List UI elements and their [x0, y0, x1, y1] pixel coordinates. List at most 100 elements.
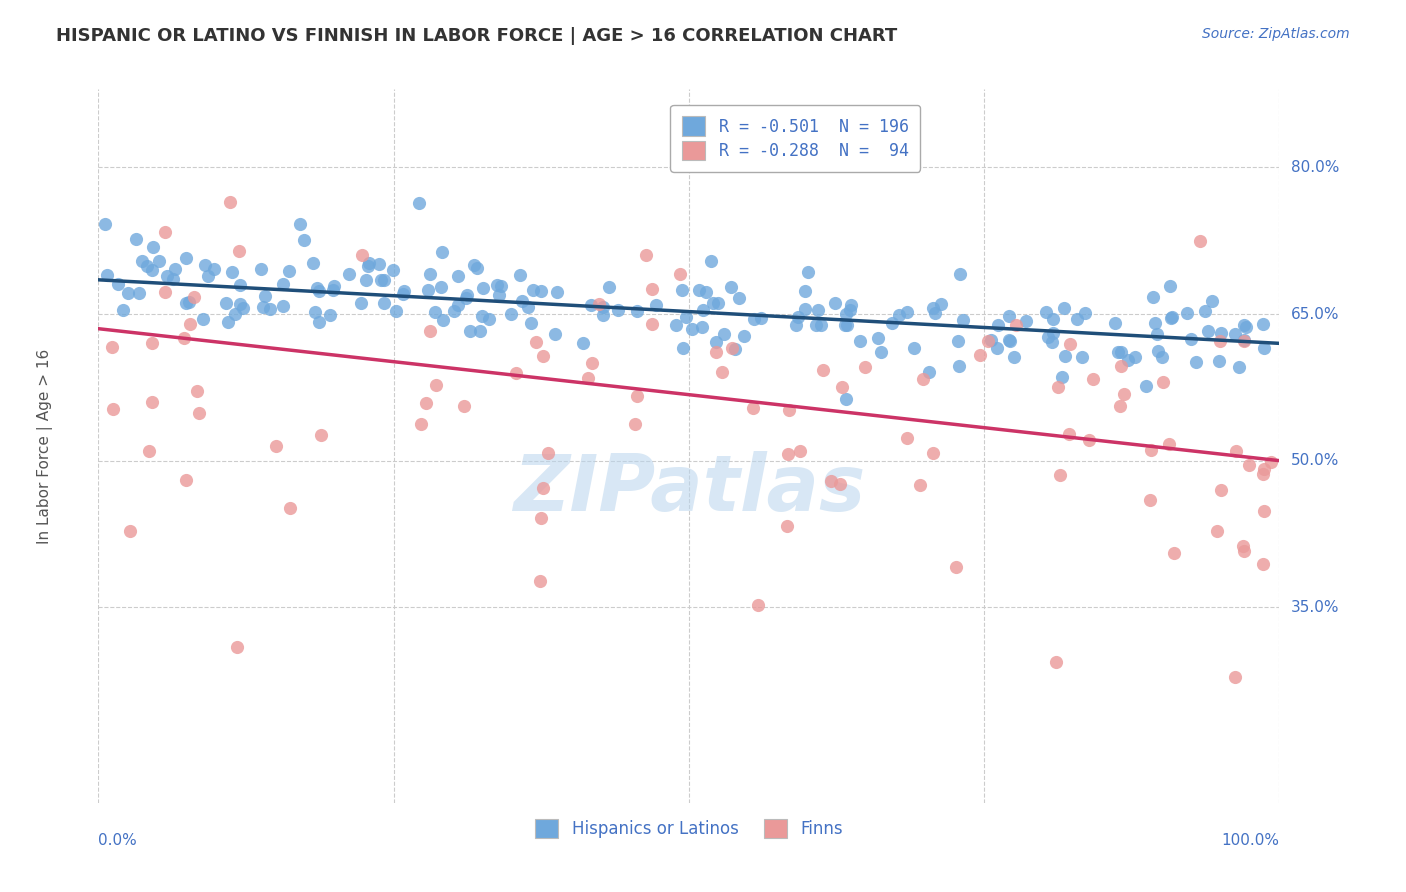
Point — [921, 446, 943, 460]
Point — [537, 446, 560, 460]
Point — [749, 311, 772, 326]
Point — [478, 311, 501, 326]
Point — [1185, 354, 1208, 368]
Point — [447, 268, 470, 283]
Point — [224, 306, 246, 320]
Point — [776, 519, 799, 533]
Point — [174, 473, 197, 487]
Point — [468, 324, 491, 338]
Point — [419, 324, 441, 338]
Point — [531, 481, 554, 495]
Text: 35.0%: 35.0% — [1291, 599, 1339, 615]
Point — [896, 304, 918, 318]
Point — [1206, 524, 1229, 538]
Point — [598, 280, 620, 294]
Point — [135, 259, 157, 273]
Point — [1015, 314, 1038, 328]
Point — [531, 349, 554, 363]
Point — [232, 301, 254, 316]
Point — [443, 304, 465, 318]
Point — [692, 303, 714, 318]
Point — [259, 302, 281, 317]
Point — [704, 345, 727, 359]
Point — [156, 269, 179, 284]
Point — [217, 315, 239, 329]
Point — [509, 268, 531, 282]
Point — [107, 277, 129, 291]
Point — [1139, 493, 1161, 508]
Point — [174, 251, 197, 265]
Text: 80.0%: 80.0% — [1291, 160, 1339, 175]
Point — [1251, 467, 1274, 481]
Point — [695, 285, 717, 300]
Point — [1146, 326, 1168, 341]
Point — [1050, 370, 1073, 384]
Point — [323, 278, 346, 293]
Point — [1052, 301, 1074, 315]
Point — [118, 524, 141, 538]
Point — [1188, 234, 1211, 248]
Point — [226, 640, 249, 654]
Point — [1159, 278, 1181, 293]
Point — [1123, 351, 1146, 365]
Point — [1142, 290, 1164, 304]
Point — [432, 244, 454, 259]
Point — [1059, 336, 1081, 351]
Point — [952, 313, 974, 327]
Point — [834, 318, 856, 332]
Point — [419, 268, 441, 282]
Point — [986, 341, 1008, 355]
Point — [516, 300, 538, 314]
Point — [465, 261, 488, 276]
Point — [530, 284, 553, 298]
Point — [453, 399, 475, 413]
Point — [271, 299, 294, 313]
Point — [1160, 310, 1182, 325]
Point — [724, 342, 747, 356]
Point — [1150, 350, 1173, 364]
Point — [841, 298, 863, 312]
Point — [1042, 326, 1064, 340]
Point — [458, 324, 481, 338]
Point — [626, 303, 648, 318]
Point — [831, 379, 853, 393]
Point — [918, 365, 941, 379]
Point — [304, 304, 326, 318]
Point — [183, 290, 205, 304]
Point — [425, 377, 447, 392]
Point — [252, 300, 274, 314]
Point — [354, 273, 377, 287]
Point — [305, 281, 328, 295]
Point — [423, 305, 446, 319]
Point — [688, 283, 710, 297]
Point — [1209, 483, 1232, 498]
Point — [924, 306, 946, 320]
Point — [607, 302, 630, 317]
Point — [804, 318, 827, 332]
Point — [111, 303, 134, 318]
Point — [141, 336, 163, 351]
Point — [1194, 304, 1216, 318]
Point — [675, 310, 697, 324]
Point — [411, 417, 433, 431]
Point — [381, 263, 404, 277]
Point — [1116, 353, 1139, 368]
Point — [302, 256, 325, 270]
Point — [471, 310, 494, 324]
Point — [1180, 332, 1202, 346]
Point — [794, 302, 817, 317]
Point — [977, 334, 1000, 348]
Point — [945, 560, 967, 574]
Point — [510, 293, 533, 308]
Text: ZIPatlas: ZIPatlas — [513, 450, 865, 527]
Point — [141, 395, 163, 409]
Point — [352, 248, 374, 262]
Point — [1233, 318, 1256, 333]
Point — [1197, 324, 1219, 338]
Point — [1114, 387, 1136, 401]
Point — [131, 254, 153, 268]
Point — [319, 308, 342, 322]
Point — [1237, 458, 1260, 472]
Point — [969, 348, 991, 362]
Legend: Hispanics or Latinos, Finns: Hispanics or Latinos, Finns — [524, 809, 853, 848]
